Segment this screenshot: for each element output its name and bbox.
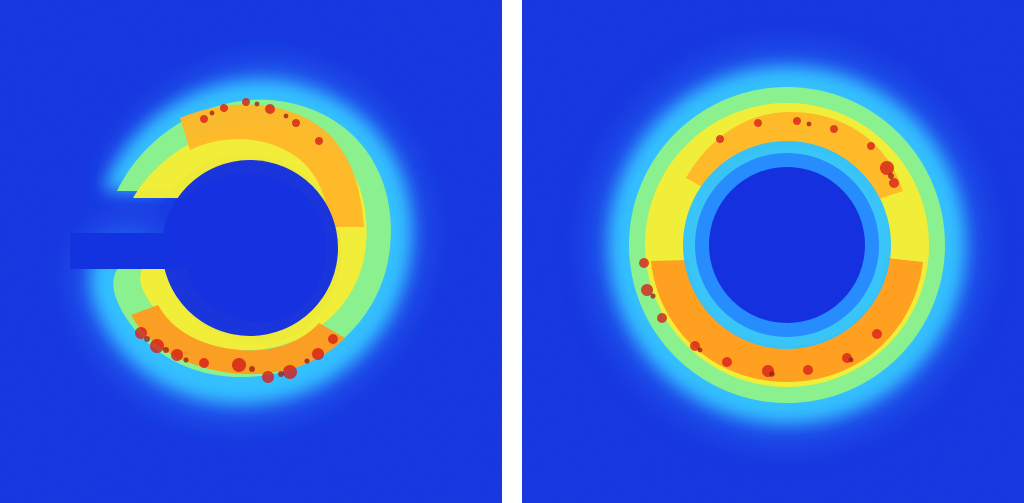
closed-ring-heatmap (522, 0, 1024, 503)
left-heatmap-panel (0, 0, 502, 503)
left-gap (70, 233, 178, 269)
right-lower-orange-arc (651, 258, 923, 382)
right-heatmap-panel (522, 0, 1024, 503)
left-speckle-red (135, 98, 338, 383)
left-upper-orange-arc (180, 104, 364, 227)
left-lower-orange-arc (131, 305, 345, 375)
right-inner-hole (709, 167, 865, 323)
right-speckle-dark (650, 121, 894, 377)
broken-ring-heatmap (0, 0, 502, 503)
right-upper-orange-arc (686, 112, 903, 202)
left-speckle-dark (144, 101, 310, 377)
left-inner-hole (162, 160, 338, 336)
panel-separator (502, 0, 522, 503)
